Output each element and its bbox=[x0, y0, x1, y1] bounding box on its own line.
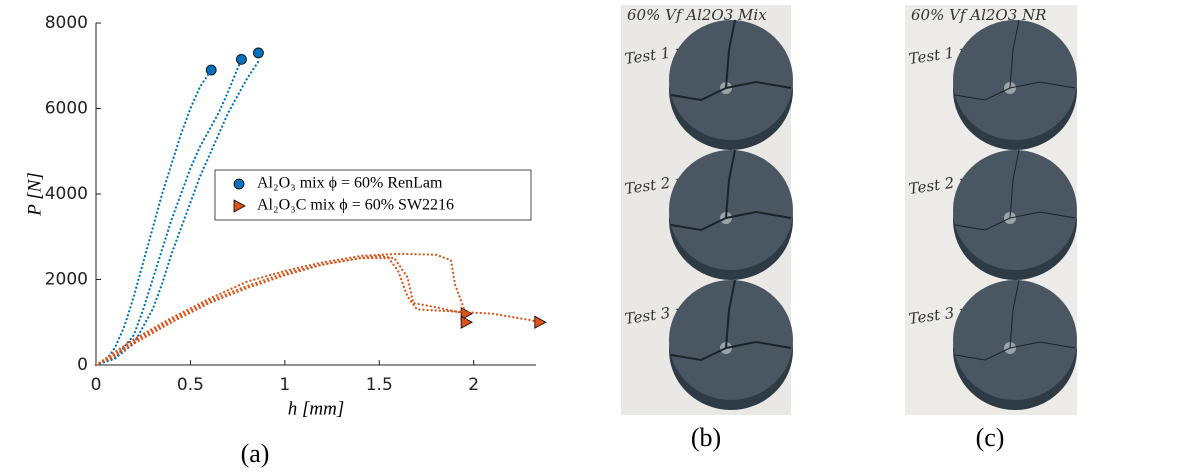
caption: (c) bbox=[976, 423, 1005, 452]
x-tick-label: 2 bbox=[468, 375, 479, 395]
dotted-curve bbox=[94, 252, 468, 367]
crack bbox=[954, 149, 1076, 231]
x-tick-label: 1 bbox=[279, 375, 290, 395]
crack bbox=[670, 149, 792, 232]
x-tick-label: 0.5 bbox=[177, 375, 204, 395]
y-tick-label: 8000 bbox=[45, 13, 88, 33]
marker bbox=[253, 47, 264, 59]
specimen bbox=[953, 20, 1077, 140]
photo-header: 60% Vf Al2O3 NR bbox=[911, 6, 1046, 24]
crack bbox=[954, 279, 1076, 361]
marker bbox=[236, 53, 247, 65]
y-tick-label: 0 bbox=[77, 355, 88, 375]
legend-label: Al₂O₃ mix ϕ = 60% RenLam bbox=[257, 175, 443, 192]
marker bbox=[460, 307, 473, 321]
crack bbox=[670, 279, 792, 362]
y-tick-label: 6000 bbox=[45, 99, 88, 119]
specimen bbox=[953, 150, 1077, 270]
legend-marker bbox=[233, 199, 246, 213]
caption: (a) bbox=[241, 439, 270, 468]
caption: (b) bbox=[691, 423, 721, 452]
marker bbox=[460, 315, 473, 329]
dotted-curve bbox=[94, 58, 243, 367]
dotted-curve bbox=[94, 257, 541, 367]
y-axis-label: P [N] bbox=[24, 172, 45, 216]
crack bbox=[670, 19, 792, 102]
y-tick-label: 4000 bbox=[45, 184, 88, 204]
specimen bbox=[953, 280, 1077, 400]
y-tick-label: 2000 bbox=[45, 270, 88, 290]
x-tick-label: 1.5 bbox=[366, 375, 393, 395]
dotted-curve bbox=[94, 68, 213, 367]
marker bbox=[205, 64, 217, 76]
marker bbox=[534, 315, 547, 329]
legend-box bbox=[214, 169, 532, 221]
specimen bbox=[669, 20, 793, 140]
x-tick-label: 0 bbox=[91, 375, 102, 395]
specimen bbox=[669, 280, 793, 400]
legend-marker bbox=[233, 178, 245, 190]
dotted-curve bbox=[94, 60, 260, 367]
legend-label: Al₂O₃C mix ϕ = 60% SW2216 bbox=[257, 197, 454, 214]
crack bbox=[954, 19, 1076, 101]
x-axis-label: h [mm] bbox=[288, 398, 344, 419]
photo-header: 60% Vf Al2O3 Mix bbox=[627, 6, 767, 24]
specimen bbox=[669, 150, 793, 270]
